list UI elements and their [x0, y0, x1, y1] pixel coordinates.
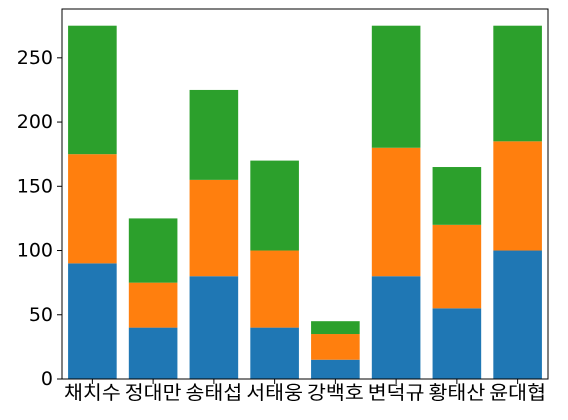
- bar-2-3: [250, 160, 299, 251]
- bar-2-1: [128, 218, 178, 283]
- bar-0-0: [68, 263, 117, 380]
- y-tick-label-0: 0: [41, 368, 53, 390]
- bar-0-3: [250, 327, 299, 379]
- bar-1-3: [250, 250, 299, 328]
- bar-2-5: [371, 25, 421, 148]
- bar-1-2: [189, 179, 239, 277]
- bar-0-4: [311, 359, 360, 379]
- bar-0-7: [493, 250, 542, 379]
- bar-2-2: [189, 89, 239, 180]
- x-tick-label-4: 강백호: [307, 382, 364, 404]
- bars-layer: [68, 25, 542, 380]
- x-tick-label-7: 윤대협: [489, 382, 546, 404]
- plot-frame: [61, 8, 549, 380]
- bar-1-7: [493, 141, 542, 251]
- bar-2-7: [493, 25, 542, 142]
- x-axis: 채치수 정대만 송태섭 서태웅 강백호 변덕규 황태산 윤대협: [64, 379, 546, 404]
- bar-0-1: [128, 327, 178, 379]
- bar-0-5: [371, 276, 421, 379]
- bar-0-6: [432, 308, 482, 379]
- x-tick-label-2: 송태섭: [186, 382, 243, 404]
- y-tick-label-4: 200: [17, 111, 53, 133]
- y-axis: 0 50 100 150 200 250: [17, 47, 62, 390]
- bar-1-0: [68, 154, 117, 264]
- bar-2-0: [68, 25, 117, 155]
- y-tick-label-3: 150: [17, 175, 53, 197]
- x-tick-label-0: 채치수: [64, 382, 121, 404]
- bar-0-2: [189, 276, 239, 379]
- x-tick-label-3: 서태웅: [246, 382, 303, 404]
- bar-1-4: [311, 334, 360, 360]
- y-tick-label-1: 50: [29, 304, 53, 326]
- bar-2-6: [432, 167, 482, 225]
- y-tick-label-2: 100: [17, 240, 53, 262]
- x-tick-label-5: 변덕규: [368, 382, 425, 404]
- x-tick-label-6: 황태산: [429, 382, 486, 404]
- bar-1-1: [128, 282, 178, 328]
- x-tick-label-1: 정대만: [125, 382, 182, 404]
- bar-2-4: [311, 321, 360, 335]
- bar-1-5: [371, 147, 421, 277]
- bar-1-6: [432, 224, 482, 309]
- y-tick-label-5: 250: [17, 47, 53, 69]
